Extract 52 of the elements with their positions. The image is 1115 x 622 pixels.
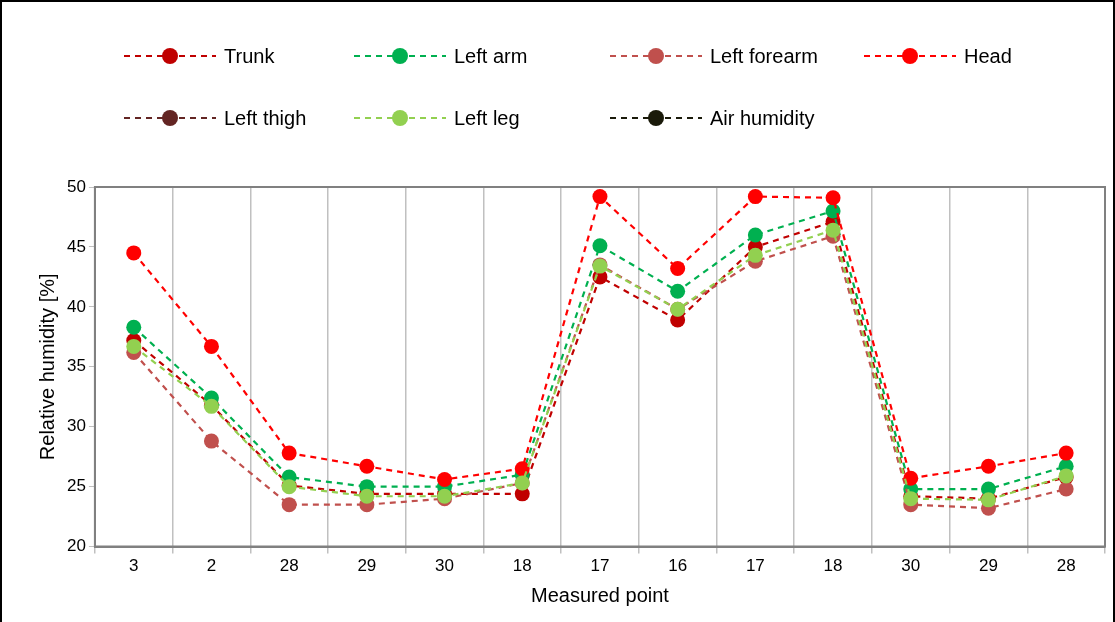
legend-label: Left thigh — [224, 106, 307, 130]
y-tick-label: 50 — [66, 176, 86, 196]
point — [825, 222, 841, 238]
legend-label: Air humidity — [710, 106, 815, 130]
legend-label: Left arm — [454, 44, 528, 68]
point — [592, 189, 608, 205]
point — [903, 470, 919, 486]
point — [203, 433, 219, 449]
x-tick-label: 2 — [206, 556, 217, 576]
x-tick-label: 17 — [745, 556, 765, 576]
point — [670, 261, 686, 277]
point — [359, 458, 375, 474]
x-tick-label: 17 — [590, 556, 610, 576]
point — [1058, 481, 1074, 497]
x-axis-title: Measured point — [531, 583, 670, 606]
point — [747, 247, 763, 263]
point — [747, 227, 763, 243]
point — [747, 189, 763, 205]
point — [126, 338, 142, 354]
y-tick-label: 35 — [66, 356, 86, 376]
legend-label: Left forearm — [710, 44, 818, 68]
point — [514, 461, 530, 477]
point — [1058, 445, 1074, 461]
point — [980, 458, 996, 474]
point — [281, 445, 297, 461]
x-tick-label: 18 — [512, 556, 532, 576]
x-tick-label: 16 — [668, 556, 688, 576]
x-tick-label: 28 — [279, 556, 299, 576]
point — [281, 497, 297, 513]
point — [126, 245, 142, 261]
x-tick-label: 18 — [823, 556, 843, 576]
x-tick-label: 28 — [1056, 556, 1076, 576]
x-tick-label: 29 — [978, 556, 998, 576]
y-tick-label: 20 — [66, 536, 86, 556]
y-tick-label: 40 — [66, 296, 86, 316]
x-tick-label: 3 — [129, 556, 139, 576]
point — [126, 319, 142, 335]
y-axis-title: Relative humidity [%] — [35, 273, 58, 461]
x-tick-label: 30 — [435, 556, 455, 576]
legend-label: Left leg — [454, 106, 520, 130]
legend-label: Head — [964, 44, 1012, 68]
y-tick-label: 25 — [66, 476, 86, 496]
point — [825, 190, 841, 206]
legend-label: Trunk — [224, 44, 275, 68]
y-tick-label: 45 — [66, 236, 86, 256]
point — [203, 338, 219, 354]
point — [437, 471, 453, 487]
point — [592, 238, 608, 254]
x-tick-label: 29 — [357, 556, 377, 576]
point — [670, 283, 686, 299]
x-tick-label: 30 — [901, 556, 921, 576]
y-tick-label: 30 — [66, 416, 86, 436]
